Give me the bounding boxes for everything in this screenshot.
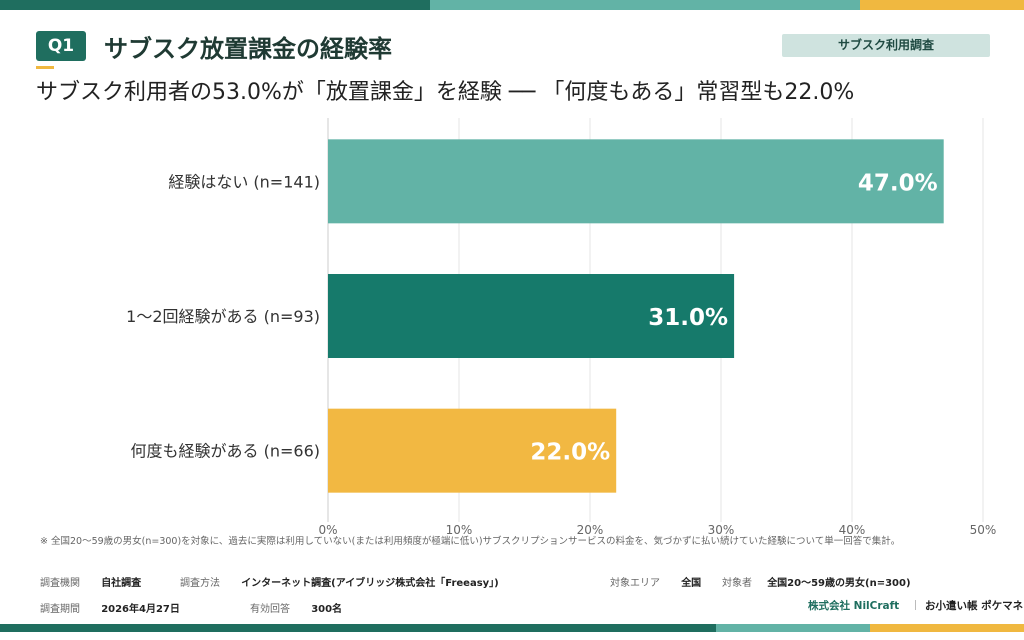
category-label: 何度も経験がある (n=66)	[131, 442, 320, 461]
meta-period-value: 2026年4月27日	[101, 604, 180, 615]
bar	[328, 408, 617, 493]
x-tick-label: 30%	[708, 523, 735, 537]
x-tick-label: 20%	[577, 523, 604, 537]
meta-responses-label: 有効回答	[250, 604, 290, 615]
meta-target-value: 全国20〜59歳の男女(n=300)	[767, 578, 911, 589]
question-badge: Q1	[36, 31, 86, 61]
meta-responses: 有効回答 300名	[250, 600, 342, 615]
meta-area-label: 対象エリア	[610, 578, 660, 589]
meta-org-label: 調査機関	[40, 578, 80, 589]
data-label: 22.0%	[530, 440, 610, 466]
company-name: 株式会社 NilCraft	[808, 600, 900, 612]
meta-method: 調査方法 インターネット調査(アイブリッジ株式会社「Freeasy」)	[180, 574, 499, 589]
x-tick-label: 50%	[970, 523, 997, 537]
meta-area-value: 全国	[681, 578, 702, 589]
meta-org: 調査機関 自社調査	[40, 574, 141, 589]
data-label: 47.0%	[858, 170, 938, 196]
meta-target-label: 対象者	[722, 578, 752, 589]
meta-area: 対象エリア 全国	[610, 574, 701, 589]
bar	[328, 139, 944, 224]
product-name: お小遣い帳 ポケマネ	[925, 600, 1024, 612]
meta-method-value: インターネット調査(アイブリッジ株式会社「Freeasy」)	[241, 578, 499, 589]
x-tick-label: 10%	[446, 523, 473, 537]
page-title: サブスク放置課金の経験率	[104, 35, 392, 63]
bar	[328, 274, 735, 358]
badge-underline	[36, 66, 54, 69]
meta-period: 調査期間 2026年4月27日	[40, 600, 180, 615]
x-tick-label: 40%	[839, 523, 866, 537]
bottom-accent-bar	[0, 624, 1024, 632]
meta-target: 対象者 全国20〜59歳の男女(n=300)	[722, 574, 911, 589]
meta-org-value: 自社調査	[101, 578, 142, 589]
meta-period-label: 調査期間	[40, 604, 80, 615]
category-label: 経験はない (n=141)	[168, 172, 320, 191]
data-label: 31.0%	[648, 305, 728, 331]
survey-tag: サブスク利用調査	[782, 34, 990, 57]
x-tick-label: 0%	[318, 523, 337, 537]
top-accent-bar	[0, 0, 1024, 18]
bar-chart: 0% 10% 20% 30% 40% 50% 経験はない (n=141) 47.0% 1〜2回経…	[126, 118, 997, 537]
footnote: ※ 全国20〜59歳の男女(n=300)を対象に、過去に実際は利用していない(ま…	[40, 536, 901, 547]
meta-method-label: 調査方法	[180, 578, 220, 589]
category-label: 1〜2回経験がある (n=93)	[126, 307, 320, 326]
brand-divider	[915, 600, 916, 610]
headline: サブスク利用者の53.0%が「放置課金」を経験 ── 「何度もある」常習型も22…	[36, 80, 855, 105]
meta-responses-value: 300名	[311, 604, 343, 615]
